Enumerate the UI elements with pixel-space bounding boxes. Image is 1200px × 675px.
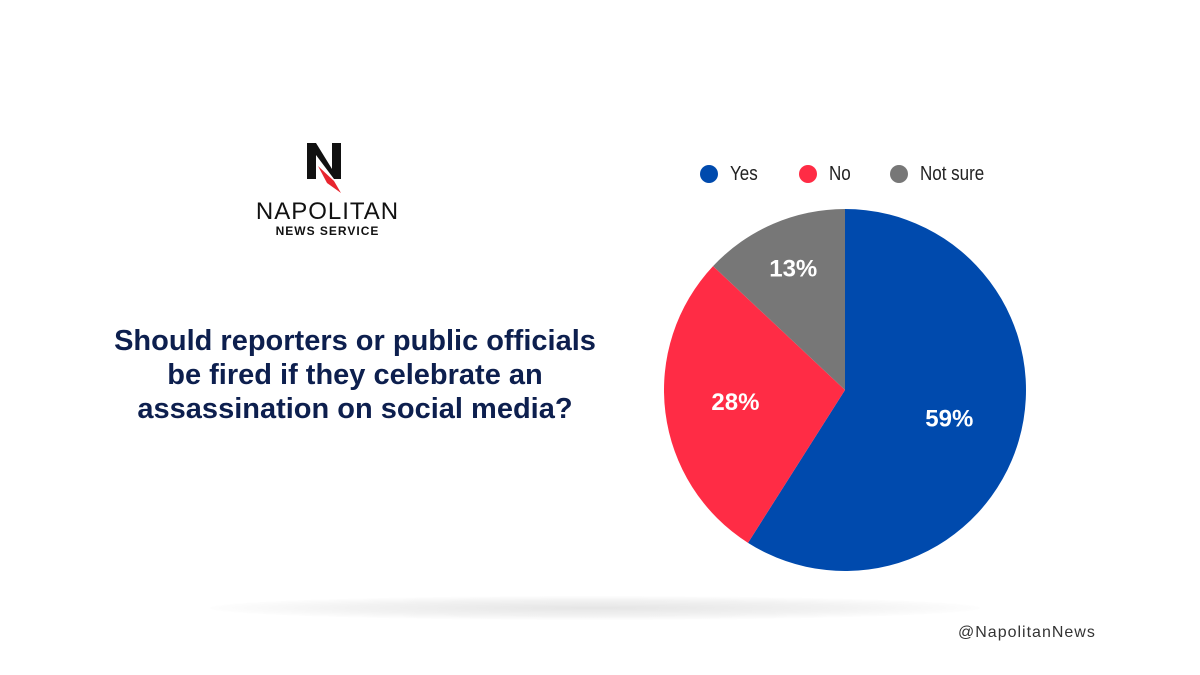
- pie-chart: 59% 28% 13%: [664, 209, 1026, 571]
- pie-label-no: 28%: [711, 389, 759, 416]
- survey-question: Should reporters or public officials be …: [114, 325, 596, 425]
- pie-slice-not-sure: [713, 209, 845, 390]
- brand-subtitle: NEWS SERVICE: [275, 224, 380, 238]
- napolitan-n-bird-icon: [307, 143, 341, 193]
- chart-legend: Yes No Not sure: [700, 160, 1032, 188]
- brand-name: NAPOLITAN: [255, 198, 400, 225]
- card-shadow: [210, 596, 980, 620]
- legend-item-not-sure: Not sure: [890, 163, 996, 186]
- legend-item-yes: Yes: [700, 163, 763, 186]
- legend-label-no: No: [828, 162, 851, 185]
- legend-label-not-sure: Not sure: [920, 162, 985, 185]
- social-handle: @NapolitanNews: [958, 624, 1096, 641]
- legend-label-yes: Yes: [730, 162, 758, 185]
- legend-swatch-not-sure: [890, 165, 909, 183]
- legend-swatch-yes: [700, 165, 718, 183]
- pie-slice-yes: [748, 209, 1026, 571]
- legend-swatch-no: [798, 165, 817, 183]
- pie-slice-no: [664, 266, 845, 543]
- pie-label-not-sure: 13%: [769, 256, 817, 283]
- brand-logo: NAPOLITAN NEWS SERVICE: [240, 138, 415, 242]
- pie-label-yes: 59%: [925, 406, 973, 433]
- legend-item-no: No: [798, 162, 855, 186]
